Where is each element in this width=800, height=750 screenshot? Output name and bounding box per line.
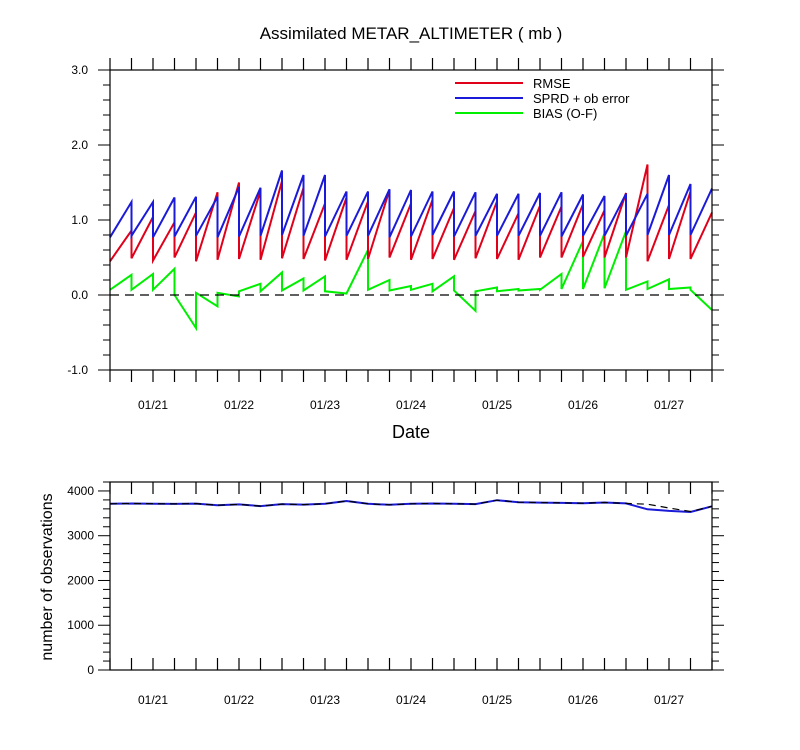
x-tick-label: 01/26 <box>568 693 598 707</box>
x-tick-label: 01/23 <box>310 398 340 412</box>
legend-label: SPRD + ob error <box>533 91 630 106</box>
x-tick-label: 01/22 <box>224 693 254 707</box>
y-tick-label: 3000 <box>67 529 94 543</box>
bottom-series-lines <box>109 499 713 514</box>
series-line-sprd-ob-error <box>109 170 713 240</box>
top-ticks: 01/21 01/22 01/23 01/24 01/25 01/26 01/27 3.0 2.… <box>67 58 724 412</box>
x-tick-label: 01/27 <box>654 693 684 707</box>
y-tick-label: 2000 <box>67 573 94 587</box>
bottom-chart: 01/21 01/22 01/23 01/24 01/25 01/26 01/27 4000 3… <box>39 481 724 707</box>
y-axis-label: number of observations <box>39 493 56 660</box>
y-tick-label: -1.0 <box>67 363 88 377</box>
x-tick-label: 01/25 <box>482 398 512 412</box>
y-tick-label: 3.0 <box>71 63 88 77</box>
y-tick-label: 2.0 <box>71 138 88 152</box>
x-tick-label: 01/23 <box>310 693 340 707</box>
top-chart: Assimilated METAR_ALTIMETER ( mb ) 01/21… <box>67 24 724 442</box>
y-tick-label: 1000 <box>67 618 94 632</box>
x-axis-label: Date <box>392 422 430 442</box>
x-tick-label: 01/25 <box>482 693 512 707</box>
y-tick-label: 0.0 <box>71 288 88 302</box>
y-tick-label: 4000 <box>67 484 94 498</box>
chart-title: Assimilated METAR_ALTIMETER ( mb ) <box>260 24 563 43</box>
x-tick-label: 01/24 <box>396 398 426 412</box>
legend-label: BIAS (O-F) <box>533 106 597 121</box>
y-tick-label: 1.0 <box>71 213 88 227</box>
top-series-lines <box>109 164 713 332</box>
x-tick-label: 01/22 <box>224 398 254 412</box>
legend-label: RMSE <box>533 76 571 91</box>
x-tick-label: 01/21 <box>138 693 168 707</box>
x-tick-label: 01/26 <box>568 398 598 412</box>
bottom-plot-frame <box>109 481 713 671</box>
series-line-bias-o-f <box>109 230 713 332</box>
obs-count-dashed-line <box>109 499 713 513</box>
y-tick-label: 0 <box>87 663 94 677</box>
bottom-ticks: 01/21 01/22 01/23 01/24 01/25 01/26 01/27 4000 3… <box>67 481 724 707</box>
obs-count-solid-line <box>109 499 713 514</box>
x-tick-label: 01/21 <box>138 398 168 412</box>
x-tick-label: 01/27 <box>654 398 684 412</box>
x-tick-label: 01/24 <box>396 693 426 707</box>
